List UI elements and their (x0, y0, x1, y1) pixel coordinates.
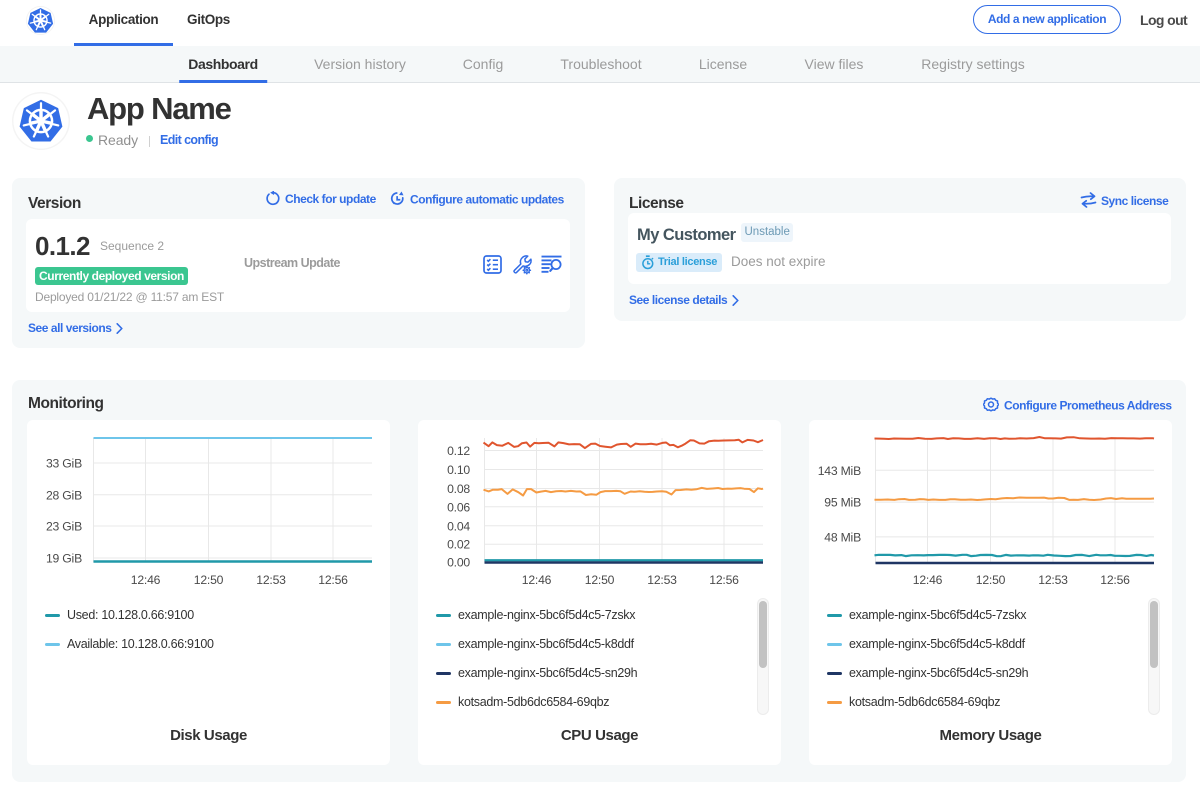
svg-text:12:50: 12:50 (585, 573, 615, 587)
svg-text:12:46: 12:46 (131, 573, 161, 587)
svg-text:12:56: 12:56 (318, 573, 348, 587)
svg-text:28 GiB: 28 GiB (46, 488, 82, 502)
svg-text:19 GiB: 19 GiB (46, 552, 82, 566)
svg-text:0.08: 0.08 (447, 482, 470, 496)
svg-text:23 GiB: 23 GiB (46, 520, 82, 534)
svg-text:12:53: 12:53 (1038, 573, 1068, 587)
svg-text:12:46: 12:46 (913, 573, 943, 587)
svg-text:12:56: 12:56 (709, 573, 739, 587)
svg-text:33 GiB: 33 GiB (46, 457, 82, 471)
svg-text:0.12: 0.12 (447, 444, 470, 458)
svg-text:12:56: 12:56 (1100, 573, 1130, 587)
svg-text:0.10: 0.10 (447, 463, 470, 477)
svg-text:0.04: 0.04 (447, 519, 470, 533)
svg-text:143 MiB: 143 MiB (818, 464, 861, 478)
svg-text:12:53: 12:53 (256, 573, 286, 587)
svg-text:12:50: 12:50 (194, 573, 224, 587)
svg-text:0.06: 0.06 (447, 500, 470, 514)
svg-text:48 MiB: 48 MiB (824, 530, 861, 544)
svg-text:95 MiB: 95 MiB (824, 496, 861, 510)
svg-text:12:50: 12:50 (976, 573, 1006, 587)
svg-text:0.00: 0.00 (447, 556, 470, 570)
svg-text:12:46: 12:46 (522, 573, 552, 587)
svg-text:0.02: 0.02 (447, 538, 470, 552)
svg-text:12:53: 12:53 (647, 573, 677, 587)
